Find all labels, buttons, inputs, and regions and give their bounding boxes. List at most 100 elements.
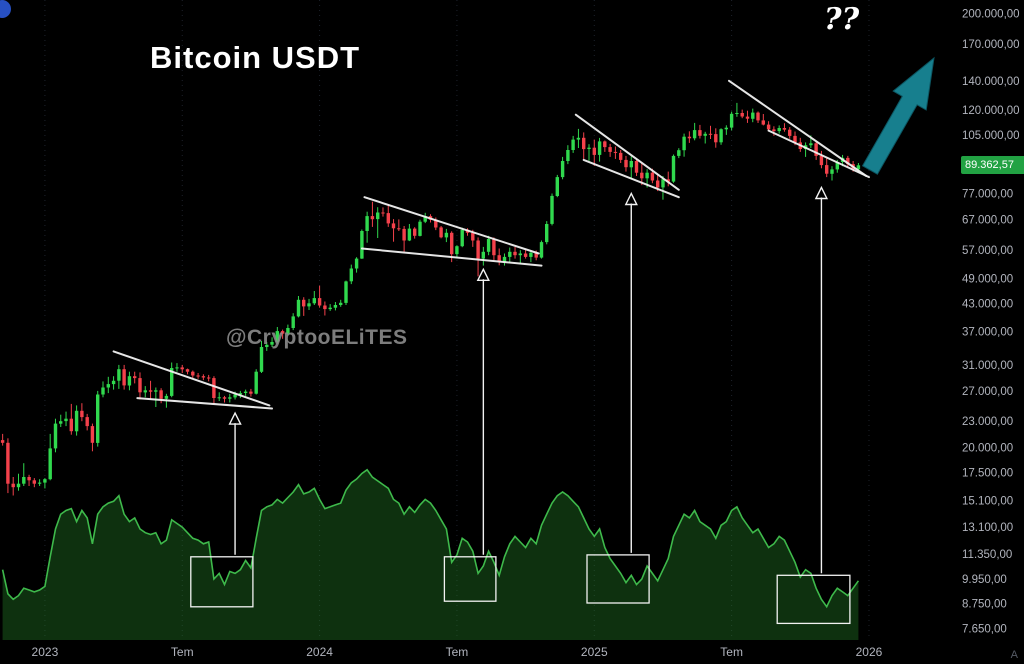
breakout-box xyxy=(586,554,650,604)
candle-body xyxy=(32,480,36,484)
candle-body xyxy=(148,390,153,392)
candle-body xyxy=(772,129,776,132)
candle-body xyxy=(376,212,380,220)
candle-body xyxy=(566,150,570,161)
candle-body xyxy=(69,418,73,432)
candle-body xyxy=(133,376,137,379)
candle-body xyxy=(476,240,480,259)
candle-body xyxy=(53,423,58,449)
wedge-trendline xyxy=(582,158,680,199)
candle-body xyxy=(560,161,565,178)
candle-body xyxy=(43,479,47,483)
candle-body xyxy=(539,242,544,258)
wedge-trendline xyxy=(574,113,680,191)
candle-body xyxy=(397,228,401,230)
candle-body xyxy=(571,139,575,150)
price-tick-label: 13.100,00 xyxy=(962,522,1013,534)
candle-body xyxy=(529,252,533,257)
wedge-trendline xyxy=(728,79,868,177)
candle-body xyxy=(819,155,824,166)
candle-body xyxy=(608,147,612,152)
candle-body xyxy=(170,368,174,396)
candle-body xyxy=(80,410,84,418)
breakout-box xyxy=(776,574,851,625)
candle-body xyxy=(207,377,211,379)
watermark: @CryptooELiTES xyxy=(226,326,408,349)
candle-body xyxy=(22,477,26,484)
candle-body xyxy=(613,151,618,153)
candle-body xyxy=(629,161,633,168)
price-tick-label: 20.000,00 xyxy=(962,443,1013,455)
candle-body xyxy=(180,367,184,370)
candle-body xyxy=(90,426,95,443)
candle-body xyxy=(497,255,501,263)
breakout-arrowhead xyxy=(476,267,490,281)
candle-body xyxy=(756,112,760,121)
candle-body xyxy=(703,133,707,136)
candle-body xyxy=(809,143,813,146)
candle-body xyxy=(302,299,306,307)
price-axis[interactable] xyxy=(935,0,1024,640)
candle-body xyxy=(460,229,464,247)
candle-body xyxy=(159,390,163,399)
candle-body xyxy=(735,113,739,114)
wedge-trendline xyxy=(360,247,543,267)
candle-body xyxy=(645,172,649,179)
candle-body xyxy=(111,380,116,385)
candle-body xyxy=(328,307,332,310)
candle-body xyxy=(143,390,147,393)
candle-body xyxy=(698,130,702,136)
candle-body xyxy=(682,136,686,151)
candle-body xyxy=(48,448,52,480)
candle-body xyxy=(793,135,797,143)
candle-body xyxy=(766,124,771,130)
candle-body xyxy=(856,165,861,170)
time-axis-label: 2025 xyxy=(581,645,608,659)
candle-body xyxy=(286,328,290,334)
candle-body xyxy=(471,232,475,241)
wedge-trendline xyxy=(136,397,273,410)
candle-body xyxy=(386,213,390,224)
price-tick-label: 31.000,00 xyxy=(962,360,1013,372)
candle-body xyxy=(191,371,195,376)
candle-body xyxy=(222,397,227,399)
candle-body xyxy=(254,371,258,394)
price-tick-label: 11.350,00 xyxy=(962,549,1012,561)
corner-letter[interactable]: A xyxy=(1010,649,1018,661)
candle-body xyxy=(217,397,221,399)
candle-body xyxy=(486,238,491,252)
candle-body xyxy=(597,141,602,155)
candle-body xyxy=(370,216,375,220)
candle-body xyxy=(265,344,269,347)
time-axis[interactable] xyxy=(0,640,1024,664)
candle-body xyxy=(830,169,834,174)
candle-body xyxy=(450,232,454,255)
candle-body xyxy=(624,159,628,168)
price-tick-label: 120.000,00 xyxy=(962,105,1020,117)
candle-body xyxy=(719,129,723,143)
candle-body xyxy=(233,394,237,398)
candle-body xyxy=(280,331,285,334)
candle-body xyxy=(11,483,15,488)
time-axis-label: 2023 xyxy=(32,645,59,659)
candle-body xyxy=(439,227,443,238)
candle-body xyxy=(634,161,639,173)
candle-body xyxy=(312,298,316,304)
candle-body xyxy=(101,387,105,395)
candle-body xyxy=(677,150,681,156)
candle-body xyxy=(64,418,68,422)
candle-body xyxy=(59,421,63,424)
candle-body xyxy=(777,128,781,132)
price-tick-label: 8.750,00 xyxy=(962,598,1007,610)
candle-body xyxy=(164,395,169,399)
candle-body xyxy=(492,238,496,256)
price-tick-label: 105.000,00 xyxy=(962,130,1020,142)
candle-body xyxy=(751,112,755,119)
indicator-area xyxy=(2,469,859,640)
candle-body xyxy=(740,113,744,117)
candle-body xyxy=(444,232,449,238)
candle-body xyxy=(587,147,591,149)
candle-body xyxy=(138,378,142,393)
price-tick-label: 77.000,00 xyxy=(962,189,1013,201)
